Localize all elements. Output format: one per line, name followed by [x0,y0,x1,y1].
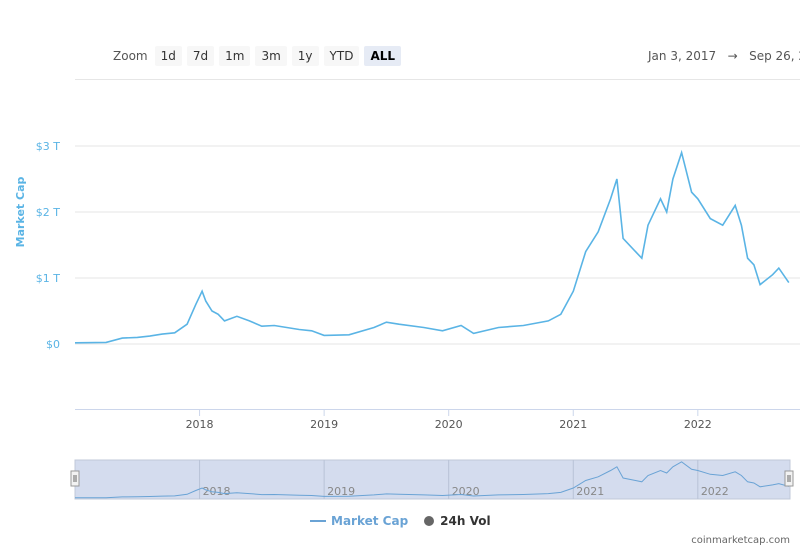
zoom-label: Zoom [113,49,148,63]
y-tick-label: $0 [46,338,60,351]
x-tick-label: 2019 [310,418,338,431]
zoom-3m-button[interactable]: 3m [255,46,287,66]
zoom-bar: Zoom 1d 7d 1m 3m 1y YTD ALL [113,46,402,66]
y-axis-title: Market Cap [14,177,27,248]
navigator-right-handle[interactable] [784,470,794,487]
navigator-left-handle[interactable] [70,470,80,487]
navigator-tick-label: 2018 [203,485,231,498]
range-from[interactable]: Jan 3, 2017 [648,49,717,63]
range-sep: → [727,49,738,63]
zoom-all-button[interactable]: ALL [364,46,402,66]
navigator-tick-label: 2022 [701,485,729,498]
date-range: Jan 3, 2017 → Sep 26, 2022 [648,49,800,63]
legend-volume[interactable]: 24h Vol [424,514,491,528]
circle-swatch-icon [424,516,435,526]
zoom-1m-button[interactable]: 1m [219,46,251,66]
navigator-tick-label: 2019 [327,485,355,498]
legend-market-cap-label: Market Cap [331,514,409,528]
zoom-1y-button[interactable]: 1y [291,46,319,66]
credit-link[interactable]: coinmarketcap.com [691,535,790,546]
x-tick-label: 2022 [684,418,712,431]
legend-market-cap[interactable]: Market Cap [310,514,408,528]
y-tick-label: $1 T [36,272,60,285]
zoom-ytd-button[interactable]: YTD [323,46,360,66]
legend: Market Cap 24h Vol [310,514,491,528]
legend-volume-label: 24h Vol [440,514,491,528]
zoom-1d-button[interactable]: 1d [154,46,182,66]
x-tick-label: 2018 [186,418,214,431]
x-tick-label: 2021 [559,418,587,431]
range-to[interactable]: Sep 26, 2022 [749,49,800,63]
line-swatch-icon [310,520,326,522]
zoom-7d-button[interactable]: 7d [186,46,215,66]
y-tick-label: $3 T [36,140,60,153]
y-tick-label: $2 T [36,206,60,219]
market-cap-line [74,149,790,344]
navigator-tick-label: 2021 [576,485,604,498]
navigator-line [74,461,789,499]
navigator[interactable] [74,459,791,500]
x-tick-label: 2020 [435,418,463,431]
divider [75,79,800,80]
